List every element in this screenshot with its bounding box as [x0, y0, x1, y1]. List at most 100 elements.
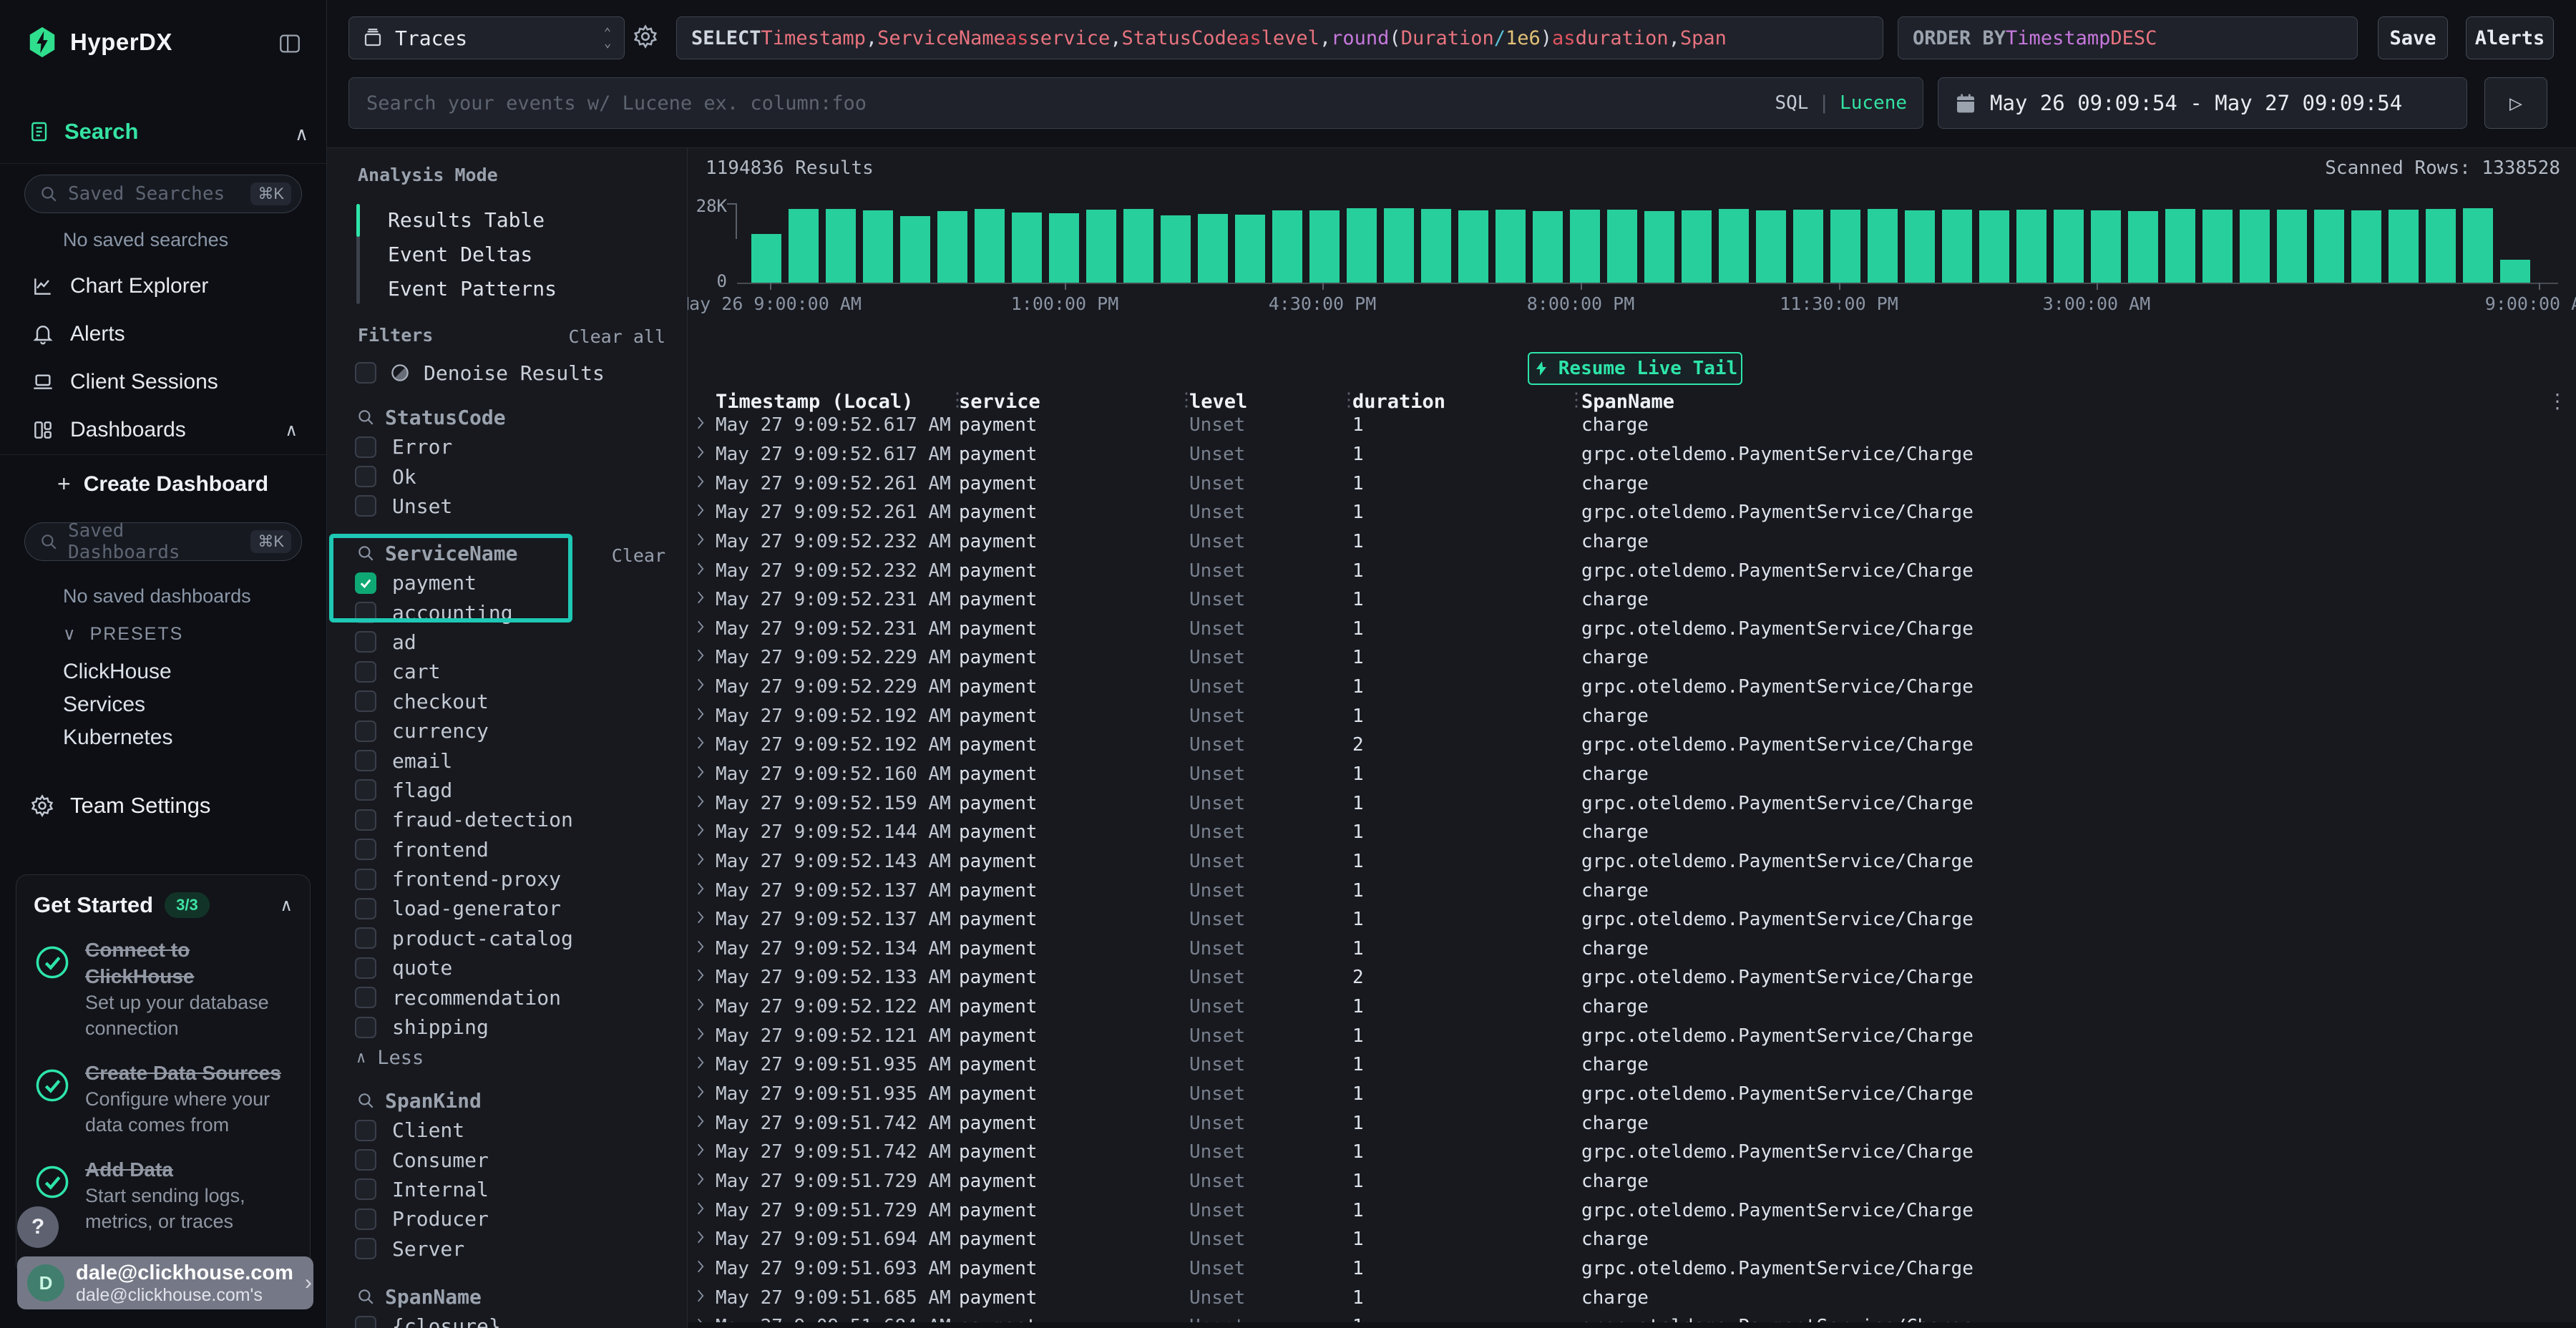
- row-expand-chevron-icon[interactable]: [694, 531, 707, 552]
- table-row[interactable]: May 27 9:09:51.694 AM payment Unset 1 charge: [687, 1225, 2576, 1254]
- filter-checkbox[interactable]: [355, 495, 376, 517]
- table-row[interactable]: May 27 9:09:52.192 AM payment Unset 1 charge: [687, 701, 2576, 731]
- table-row[interactable]: May 27 9:09:52.122 AM payment Unset 1 charge: [687, 992, 2576, 1022]
- row-expand-chevron-icon[interactable]: [694, 1113, 707, 1134]
- filter-option-frontend[interactable]: frontend: [326, 835, 687, 864]
- filter-checkbox[interactable]: [355, 779, 376, 801]
- column-header-duration[interactable]: duration: [1352, 391, 1446, 413]
- preset-kubernetes[interactable]: Kubernetes: [63, 726, 173, 749]
- search-input[interactable]: [365, 91, 1762, 115]
- row-expand-chevron-icon[interactable]: [694, 793, 707, 814]
- sidebar-item-search[interactable]: Search: [29, 119, 138, 145]
- get-started-item[interactable]: Create Data Sources Configure where your …: [34, 1060, 293, 1138]
- filter-checkbox[interactable]: [355, 1208, 376, 1230]
- filter-group-header[interactable]: SpanName: [326, 1281, 687, 1312]
- get-started-item[interactable]: Connect to ClickHouse Set up your databas…: [34, 937, 293, 1041]
- filter-checkbox[interactable]: [355, 1178, 376, 1201]
- row-expand-chevron-icon[interactable]: [694, 851, 707, 872]
- table-row[interactable]: May 27 9:09:51.935 AM payment Unset 1 charge: [687, 1050, 2576, 1080]
- filter-checkbox[interactable]: [355, 1016, 376, 1038]
- servicename-clear-link[interactable]: Clear: [611, 545, 665, 566]
- filter-option-Unset[interactable]: Unset: [326, 492, 687, 521]
- filter-checkbox[interactable]: [355, 1149, 376, 1171]
- table-row[interactable]: May 27 9:09:52.231 AM payment Unset 1 grpc.o…: [687, 614, 2576, 643]
- user-profile-bar[interactable]: D dale@clickhouse.com dale@clickhouse.co…: [17, 1256, 313, 1309]
- row-expand-chevron-icon[interactable]: [694, 589, 707, 610]
- filter-option-payment[interactable]: payment: [326, 568, 687, 597]
- row-expand-chevron-icon[interactable]: [694, 880, 707, 902]
- row-expand-chevron-icon[interactable]: [694, 706, 707, 727]
- column-drag-handle-icon[interactable]: ⋮: [948, 389, 967, 411]
- row-expand-chevron-icon[interactable]: [694, 734, 707, 756]
- filter-group-header[interactable]: SpanKind: [326, 1085, 687, 1115]
- filter-option-frontend-proxy[interactable]: frontend-proxy: [326, 864, 687, 894]
- sidebar-item-client-sessions[interactable]: Client Sessions: [31, 366, 218, 398]
- table-row[interactable]: May 27 9:09:51.742 AM payment Unset 1 charge: [687, 1108, 2576, 1138]
- table-row[interactable]: May 27 9:09:52.192 AM payment Unset 2 grpc.o…: [687, 731, 2576, 760]
- column-header-timestamp-local-[interactable]: Timestamp (Local): [716, 391, 914, 413]
- presets-toggle[interactable]: ∨ PRESETS: [63, 624, 183, 645]
- team-settings-button[interactable]: Team Settings: [30, 793, 210, 819]
- row-expand-chevron-icon[interactable]: [694, 618, 707, 640]
- table-row[interactable]: May 27 9:09:52.159 AM payment Unset 1 grpc.o…: [687, 788, 2576, 818]
- table-row[interactable]: May 27 9:09:52.261 AM payment Unset 1 charge: [687, 469, 2576, 498]
- denoise-checkbox[interactable]: [355, 362, 376, 384]
- sql-select-input[interactable]: SELECT Timestamp, ServiceName as service…: [676, 16, 1883, 59]
- source-settings-gear-icon[interactable]: [633, 24, 658, 53]
- sidebar-collapse-icon[interactable]: [278, 31, 302, 59]
- sidebar-item-dashboards[interactable]: Dashboards ∧: [31, 414, 298, 446]
- saved-searches-input[interactable]: Saved Searches ⌘K: [24, 175, 302, 213]
- filter-option-flagd[interactable]: flagd: [326, 776, 687, 805]
- filter-option-fraud-detection[interactable]: fraud-detection: [326, 805, 687, 834]
- chevron-up-icon[interactable]: ∧: [285, 420, 298, 440]
- save-button[interactable]: Save: [2378, 16, 2448, 59]
- clear-all-filters-link[interactable]: Clear all: [568, 326, 665, 347]
- filter-checkbox[interactable]: [355, 1315, 376, 1328]
- filter-checkbox[interactable]: [355, 690, 376, 713]
- row-expand-chevron-icon[interactable]: [694, 763, 707, 785]
- table-row[interactable]: May 27 9:09:52.121 AM payment Unset 1 grpc.o…: [687, 1021, 2576, 1050]
- filter-checkbox[interactable]: [355, 720, 376, 742]
- table-row[interactable]: May 27 9:09:52.617 AM payment Unset 1 grpc.o…: [687, 440, 2576, 469]
- get-started-item[interactable]: Add Data Start sending logs, metrics, or …: [34, 1156, 293, 1234]
- lucene-mode-option[interactable]: Lucene: [1840, 92, 1907, 114]
- row-expand-chevron-icon[interactable]: [694, 1200, 707, 1221]
- row-expand-chevron-icon[interactable]: [694, 996, 707, 1017]
- event-search-bar[interactable]: SQL | Lucene: [348, 77, 1923, 129]
- filter-option-shipping[interactable]: shipping: [326, 1012, 687, 1042]
- kebab-menu-icon[interactable]: ⋮: [2547, 389, 2567, 413]
- filter-option-Producer[interactable]: Producer: [326, 1204, 687, 1234]
- row-expand-chevron-icon[interactable]: [694, 676, 707, 698]
- column-header-level[interactable]: level: [1189, 391, 1248, 413]
- column-drag-handle-icon[interactable]: ⋮: [1567, 389, 1586, 411]
- table-row[interactable]: May 27 9:09:52.144 AM payment Unset 1 charge: [687, 818, 2576, 847]
- row-expand-chevron-icon[interactable]: [694, 647, 707, 668]
- show-less-toggle[interactable]: ∧ Less: [356, 1043, 424, 1072]
- table-row[interactable]: May 27 9:09:52.133 AM payment Unset 2 grpc.o…: [687, 963, 2576, 992]
- filter-checkbox[interactable]: [355, 602, 376, 624]
- filter-option-cart[interactable]: cart: [326, 657, 687, 686]
- filter-checkbox[interactable]: [355, 987, 376, 1009]
- table-row[interactable]: May 27 9:09:51.729 AM payment Unset 1 charge: [687, 1167, 2576, 1196]
- analysis-mode-option[interactable]: Event Deltas: [356, 237, 657, 271]
- filter-checkbox[interactable]: [355, 750, 376, 772]
- filter-group-header[interactable]: StatusCode: [326, 402, 687, 432]
- filter-option-quote[interactable]: quote: [326, 953, 687, 982]
- row-expand-chevron-icon[interactable]: [694, 1054, 707, 1075]
- language-toggle[interactable]: SQL | Lucene: [1775, 92, 1907, 114]
- filter-option-checkout[interactable]: checkout: [326, 687, 687, 716]
- column-drag-handle-icon[interactable]: ⋮: [1177, 389, 1196, 411]
- filter-checkbox[interactable]: [355, 868, 376, 890]
- filter-option-currency[interactable]: currency: [326, 716, 687, 746]
- table-row[interactable]: May 27 9:09:52.232 AM payment Unset 1 charge: [687, 527, 2576, 557]
- filter-checkbox[interactable]: [355, 897, 376, 919]
- table-row[interactable]: May 27 9:09:52.160 AM payment Unset 1 charge: [687, 760, 2576, 789]
- row-expand-chevron-icon[interactable]: [694, 473, 707, 494]
- filter-checkbox[interactable]: [355, 1119, 376, 1141]
- row-expand-chevron-icon[interactable]: [694, 502, 707, 523]
- table-row[interactable]: May 27 9:09:52.137 AM payment Unset 1 grpc.o…: [687, 905, 2576, 934]
- date-range-picker[interactable]: May 26 09:09:54 - May 27 09:09:54: [1938, 77, 2467, 129]
- filter-option-Ok[interactable]: Ok: [326, 462, 687, 491]
- row-expand-chevron-icon[interactable]: [694, 414, 707, 436]
- filter-checkbox[interactable]: [355, 572, 376, 594]
